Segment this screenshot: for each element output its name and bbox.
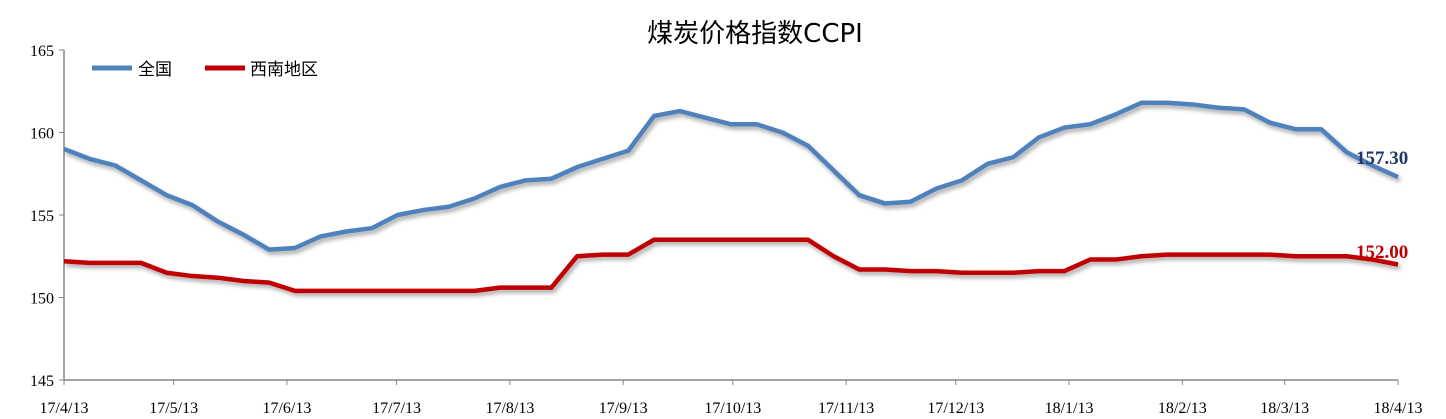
chart-title: 煤炭价格指数CCPI: [647, 19, 863, 49]
x-tick-label: 17/5/13: [149, 400, 198, 417]
y-tick-label: 145: [30, 373, 54, 390]
x-tick-label: 17/12/13: [927, 400, 984, 417]
x-tick-label: 18/2/13: [1158, 400, 1207, 417]
y-tick-label: 160: [30, 126, 54, 143]
series-0: [63, 100, 1399, 252]
series-group: [63, 100, 1399, 294]
y-tick-label: 155: [30, 208, 54, 225]
legend-label-southwest: 西南地区: [250, 60, 318, 80]
y-tick-label: 165: [30, 43, 54, 60]
y-tick-label: 150: [30, 291, 54, 308]
x-tick-label: 18/4/13: [1374, 400, 1423, 417]
series-1: [63, 237, 1399, 294]
x-tick-label: 17/7/13: [372, 400, 421, 417]
x-tick-label: 17/10/13: [704, 400, 761, 417]
axes: 145 150 155 160 165 17/4/13 17/5/13 17/6/13 17/7…: [30, 43, 1422, 417]
x-tick-label: 17/4/13: [40, 400, 89, 417]
legend-label-national: 全国: [138, 60, 172, 80]
end-label-national: 157.30: [1356, 148, 1408, 169]
x-tick-label: 18/1/13: [1045, 400, 1094, 417]
series-line: [63, 100, 1399, 252]
x-tick-label: 17/11/13: [818, 400, 874, 417]
x-tick-label: 17/9/13: [599, 400, 648, 417]
x-tick-label: 17/8/13: [485, 400, 534, 417]
end-label-southwest: 152.00: [1356, 242, 1408, 263]
legend: 全国 西南地区: [92, 60, 318, 80]
x-tick-label: 17/6/13: [262, 400, 311, 417]
x-tick-label: 18/3/13: [1260, 400, 1309, 417]
